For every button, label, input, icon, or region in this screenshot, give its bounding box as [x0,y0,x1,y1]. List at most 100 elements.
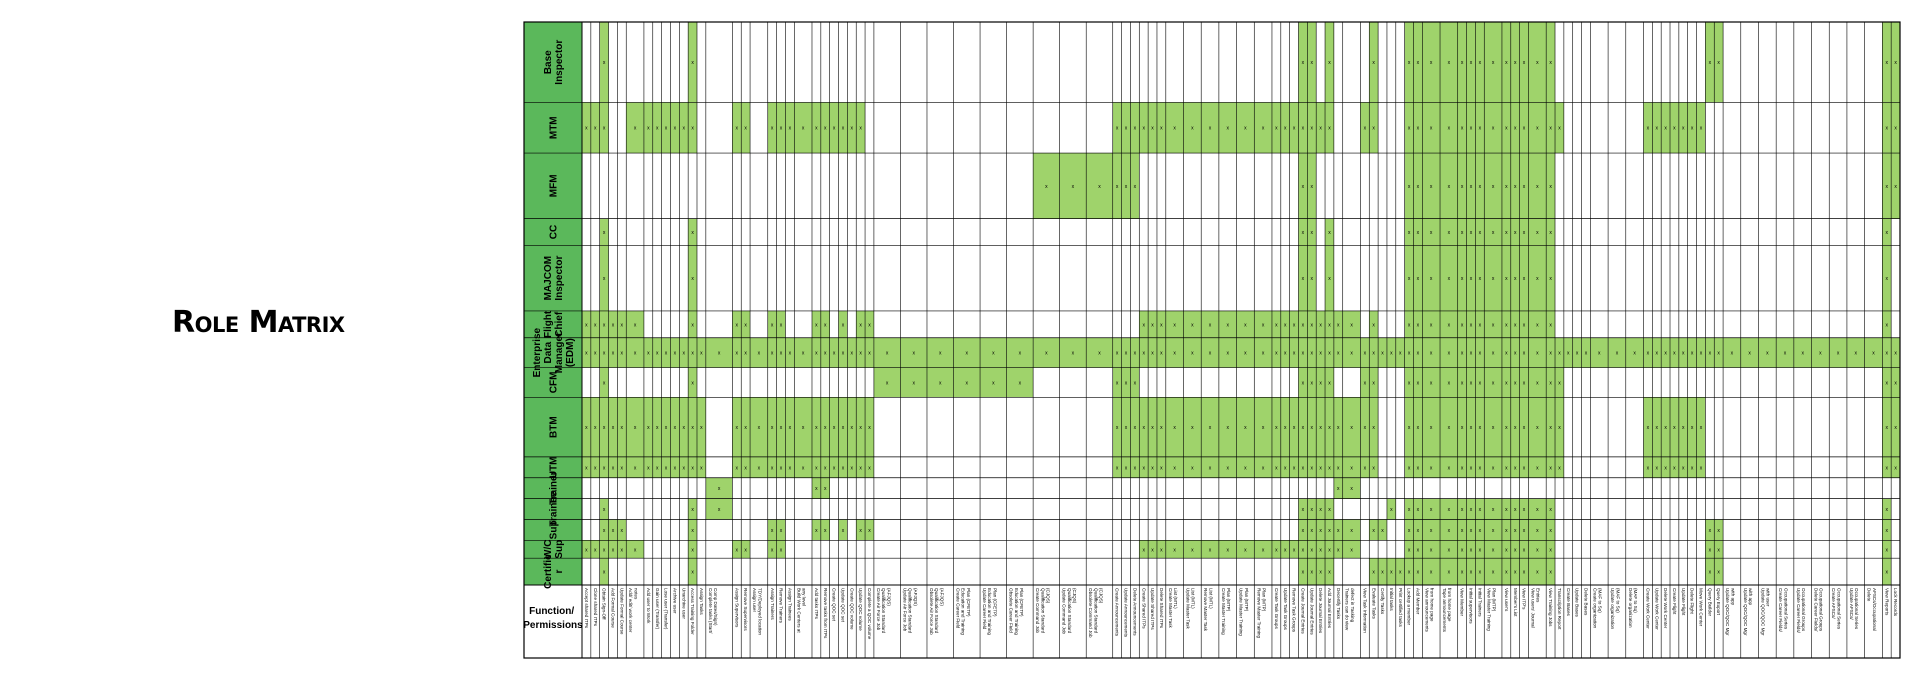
permission-mark: x [1302,570,1305,576]
permission-mark: x [1209,465,1212,471]
permission-cell [1333,456,1343,478]
permission-cell [1148,337,1157,368]
permission-mark: x [1319,570,1322,576]
permission-mark: x [1505,276,1508,282]
permission-mark: x [1337,425,1340,431]
function-label: Delete Work Center [1663,588,1668,629]
permission-mark: x [842,351,845,357]
permission-cell [1289,540,1299,559]
function-label: Create Task Groups [1274,588,1279,629]
permission-cell [1325,102,1334,154]
permission-cell [1121,397,1131,457]
permission-cell [865,337,874,368]
permission-cell [1422,540,1441,559]
permission-mark: x [603,528,606,534]
permission-mark: x [824,351,827,357]
permission-mark: x [1372,528,1375,534]
permission-cell [1882,102,1892,154]
permission-mark: x [1461,184,1464,190]
permission-cell [1165,337,1184,368]
function-label: Trainers can do viewdefect in Tasking [1345,588,1355,631]
permission-cell [1271,540,1281,559]
permission-mark: x [1328,276,1331,282]
permission-cell [1325,337,1334,368]
permission-mark: x [771,322,774,328]
permission-mark: x [1885,276,1888,282]
function-label: Unarchive user [681,588,686,619]
permission-cell [1342,456,1361,478]
permission-cell [1528,540,1547,559]
permission-mark: x [1479,276,1482,282]
permission-mark: x [1116,351,1119,357]
permission-cell [1528,367,1547,398]
permission-cell [1484,519,1502,541]
permission-mark: x [851,425,854,431]
permission-mark: x [682,126,685,132]
function-label: Complete a QOC volume [867,588,872,640]
permission-mark: x [1311,528,1314,534]
permission-mark: x [1505,507,1508,513]
permission-mark: x [1151,126,1154,132]
permission-cell [1519,245,1529,311]
permission-cell [1183,397,1202,457]
permission-mark: x [1664,465,1667,471]
permission-cell [1086,337,1113,368]
permission-mark: x [1302,60,1305,66]
permission-cell [1457,337,1467,368]
permission-mark: x [1191,465,1194,471]
permission-cell [1156,456,1166,478]
permission-mark: x [780,425,783,431]
permission-mark: x [585,322,588,328]
permission-cell [1652,337,1662,368]
permission-cell [1316,558,1326,585]
permission-cell [1714,337,1724,368]
permission-mark: x [1894,465,1897,471]
permission-mark: x [736,126,739,132]
function-label: Update Command JobQualification Standard… [1062,588,1077,634]
permission-cell [1404,102,1414,154]
permission-cell [1298,102,1308,154]
permission-cell [1342,337,1361,368]
permission-cell [1501,397,1511,457]
permission-mark: x [1381,351,1384,357]
permission-cell [811,337,821,368]
permission-mark: x [1142,547,1145,553]
permission-mark: x [1523,425,1526,431]
permission-mark: x [992,351,995,357]
permission-cell [1165,310,1184,338]
permission-mark: x [758,351,761,357]
permission-cell [652,397,662,457]
permission-cell [1218,456,1237,478]
permission-mark: x [1098,351,1101,357]
permission-cell [679,102,689,154]
permission-cell [1528,337,1547,368]
permission-mark: x [1885,570,1888,576]
permission-cell [670,456,680,478]
function-label: Create Work Center [1645,588,1650,629]
permission-cell [1546,153,1556,219]
permission-mark: x [674,465,677,471]
permission-mark: x [1523,547,1526,553]
permission-cell [599,456,609,478]
function-label: Access Training Folder [690,588,695,635]
permission-cell [1678,337,1688,368]
permission-cell [1360,102,1370,154]
permission-cell [767,519,777,541]
permission-mark: x [1479,528,1482,534]
permission-cell [1112,102,1122,154]
permission-mark: x [1134,351,1137,357]
permission-mark: x [780,126,783,132]
function-label: Assign Trainers [770,588,775,620]
permission-mark: x [1350,322,1353,328]
permission-cell [1891,397,1900,457]
permission-mark: x [1549,507,1552,513]
permission-mark: x [824,528,827,534]
permission-mark: x [1717,528,1720,534]
permission-cell [732,102,742,154]
permission-cell [1156,540,1166,559]
permission-mark: x [780,322,783,328]
permission-mark: x [1399,351,1402,357]
permission-cell [1457,245,1467,311]
permission-cell [617,337,627,368]
permission-cell [1882,245,1892,311]
